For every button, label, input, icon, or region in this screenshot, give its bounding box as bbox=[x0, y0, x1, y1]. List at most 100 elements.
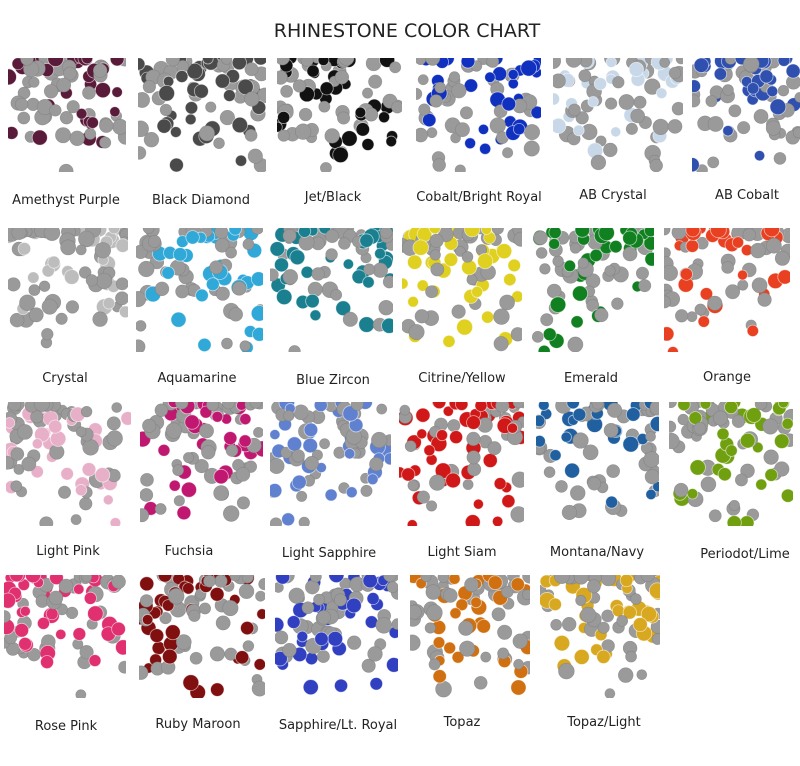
stone bbox=[501, 494, 516, 509]
stone bbox=[753, 150, 766, 162]
stone-back bbox=[552, 255, 564, 267]
stone bbox=[228, 228, 242, 236]
stone bbox=[436, 429, 449, 442]
stone bbox=[176, 505, 192, 521]
swatch-photo bbox=[416, 58, 541, 172]
stone-back bbox=[651, 633, 660, 645]
stone-back bbox=[338, 58, 355, 66]
swatch-photo bbox=[692, 58, 800, 172]
stone bbox=[456, 318, 473, 336]
stone-back bbox=[668, 66, 682, 80]
stone-back bbox=[708, 509, 722, 523]
stone-back bbox=[389, 61, 402, 74]
swatch-label: Fuchsia bbox=[165, 544, 214, 559]
stone-back bbox=[28, 76, 40, 88]
stone bbox=[739, 432, 756, 449]
stone-back bbox=[288, 587, 305, 604]
stone-back bbox=[270, 268, 279, 282]
stone bbox=[9, 575, 24, 583]
stone-back bbox=[630, 108, 645, 124]
stone-back bbox=[686, 311, 698, 323]
stone-back bbox=[577, 257, 589, 269]
swatch-label: Cobalt/Bright Royal bbox=[416, 190, 542, 205]
stone-back bbox=[425, 584, 442, 600]
stone-back bbox=[159, 103, 173, 117]
stone-back bbox=[707, 295, 723, 311]
swatch-photo bbox=[410, 575, 530, 698]
stone-back bbox=[499, 294, 515, 311]
stone-back bbox=[82, 439, 99, 456]
stone bbox=[685, 239, 700, 253]
stone-back bbox=[206, 402, 220, 412]
swatch bbox=[553, 58, 683, 172]
stone-back bbox=[416, 127, 428, 143]
stone bbox=[423, 444, 436, 457]
stone-back bbox=[277, 58, 290, 66]
swatch-label: Blue Zircon bbox=[296, 373, 370, 388]
stone bbox=[291, 474, 307, 490]
stone-back bbox=[659, 58, 671, 68]
stone-back bbox=[434, 81, 447, 94]
swatch bbox=[410, 575, 530, 698]
stone-back bbox=[43, 228, 61, 241]
stone-back bbox=[309, 575, 322, 583]
stone-back bbox=[664, 295, 671, 309]
stone-back bbox=[765, 120, 781, 136]
stone-back bbox=[84, 128, 97, 140]
stone bbox=[507, 68, 519, 80]
stone bbox=[355, 122, 370, 137]
stone bbox=[466, 415, 481, 430]
stone-back bbox=[92, 311, 108, 327]
stone bbox=[275, 617, 285, 633]
stone-back bbox=[425, 58, 441, 66]
swatch-photo bbox=[8, 228, 128, 352]
stone bbox=[50, 430, 67, 447]
stone bbox=[553, 634, 571, 652]
stone-back bbox=[532, 330, 544, 343]
stone-back bbox=[625, 122, 638, 135]
stone bbox=[94, 467, 111, 483]
stone-back bbox=[391, 101, 402, 114]
stone-back bbox=[320, 162, 332, 172]
stone bbox=[563, 259, 576, 273]
stone-back bbox=[38, 280, 51, 292]
stone bbox=[286, 436, 303, 452]
stone-back bbox=[429, 249, 441, 261]
stone bbox=[644, 251, 654, 267]
stone bbox=[572, 407, 587, 422]
swatch bbox=[139, 575, 265, 698]
stone-back bbox=[603, 422, 619, 438]
stone-back bbox=[70, 514, 82, 525]
stone bbox=[385, 135, 397, 148]
stone bbox=[493, 477, 507, 490]
swatch bbox=[4, 575, 126, 698]
stone-back bbox=[106, 430, 123, 447]
stone-back bbox=[773, 152, 787, 165]
stone-back bbox=[75, 426, 87, 438]
stone bbox=[239, 413, 252, 426]
stone bbox=[697, 315, 710, 328]
stone-back bbox=[99, 118, 114, 133]
stone bbox=[158, 84, 175, 102]
stone-back bbox=[645, 431, 656, 442]
stone-back bbox=[214, 575, 228, 588]
stone bbox=[628, 61, 644, 78]
stone-back bbox=[138, 92, 150, 108]
stone-back bbox=[568, 103, 581, 117]
stone bbox=[342, 258, 354, 270]
stone-back bbox=[311, 267, 325, 281]
stone-back bbox=[361, 658, 376, 673]
stone bbox=[455, 598, 469, 612]
stone-back bbox=[225, 246, 237, 259]
stone bbox=[361, 138, 375, 151]
stone-back bbox=[416, 58, 427, 65]
stone bbox=[460, 58, 476, 69]
stone-back bbox=[214, 228, 229, 239]
stone-back bbox=[60, 239, 77, 256]
stone-back bbox=[569, 242, 581, 254]
stone-back bbox=[404, 440, 417, 453]
stone-back bbox=[298, 107, 313, 122]
stone-back bbox=[282, 228, 297, 243]
swatch-photo bbox=[8, 58, 126, 172]
stone-back bbox=[426, 500, 438, 512]
